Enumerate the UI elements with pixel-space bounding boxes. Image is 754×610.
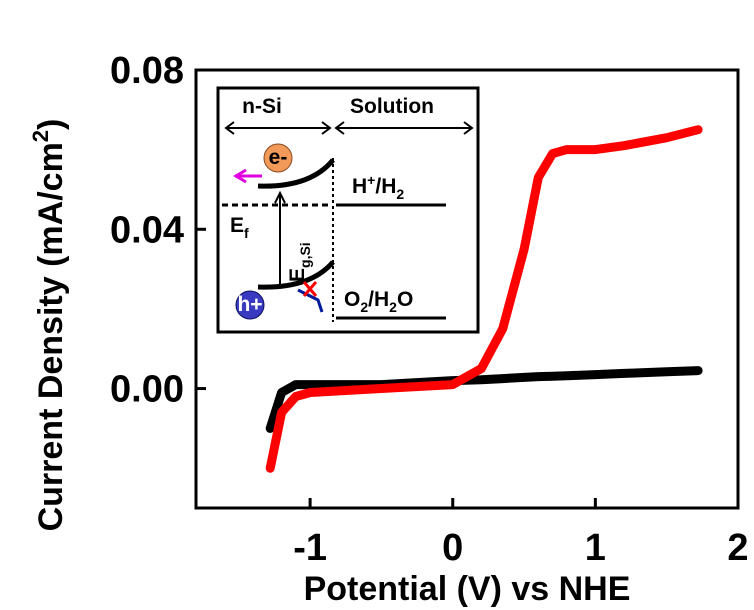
y-tick-label: 0.04	[110, 209, 184, 251]
x-axis-label: Potential (V) vs NHE	[304, 570, 631, 608]
data-line	[265, 125, 703, 473]
y-tick-label: 0.08	[110, 50, 184, 92]
inset-label: Solution	[350, 95, 434, 118]
gap-label: Eg,Si	[286, 242, 313, 282]
x-tick-label: 2	[727, 527, 748, 569]
inset-label: n-Si	[242, 95, 282, 118]
x-tick-label: -1	[293, 527, 327, 569]
inset: n-Si Solution e- h+ H+/H2 Ef Eg,Si O2/H2…	[216, 86, 480, 334]
plot-area	[194, 68, 740, 510]
fermi-label: Ef	[230, 214, 249, 241]
x-tick-label: 0	[442, 527, 463, 569]
oxidation-label: O2/H2O	[344, 288, 413, 315]
x-tick-label: 1	[585, 527, 606, 569]
reduction-label: H+/H2	[352, 172, 404, 202]
electron-label: e-	[269, 146, 288, 169]
y-axis-label: Current Density (mA/cm2)	[28, 119, 70, 532]
inset-arrows	[222, 121, 474, 322]
data-line	[265, 366, 703, 433]
y-tick-label: 0.00	[110, 369, 184, 411]
frame	[194, 68, 740, 510]
hole-label: h+	[237, 293, 262, 316]
